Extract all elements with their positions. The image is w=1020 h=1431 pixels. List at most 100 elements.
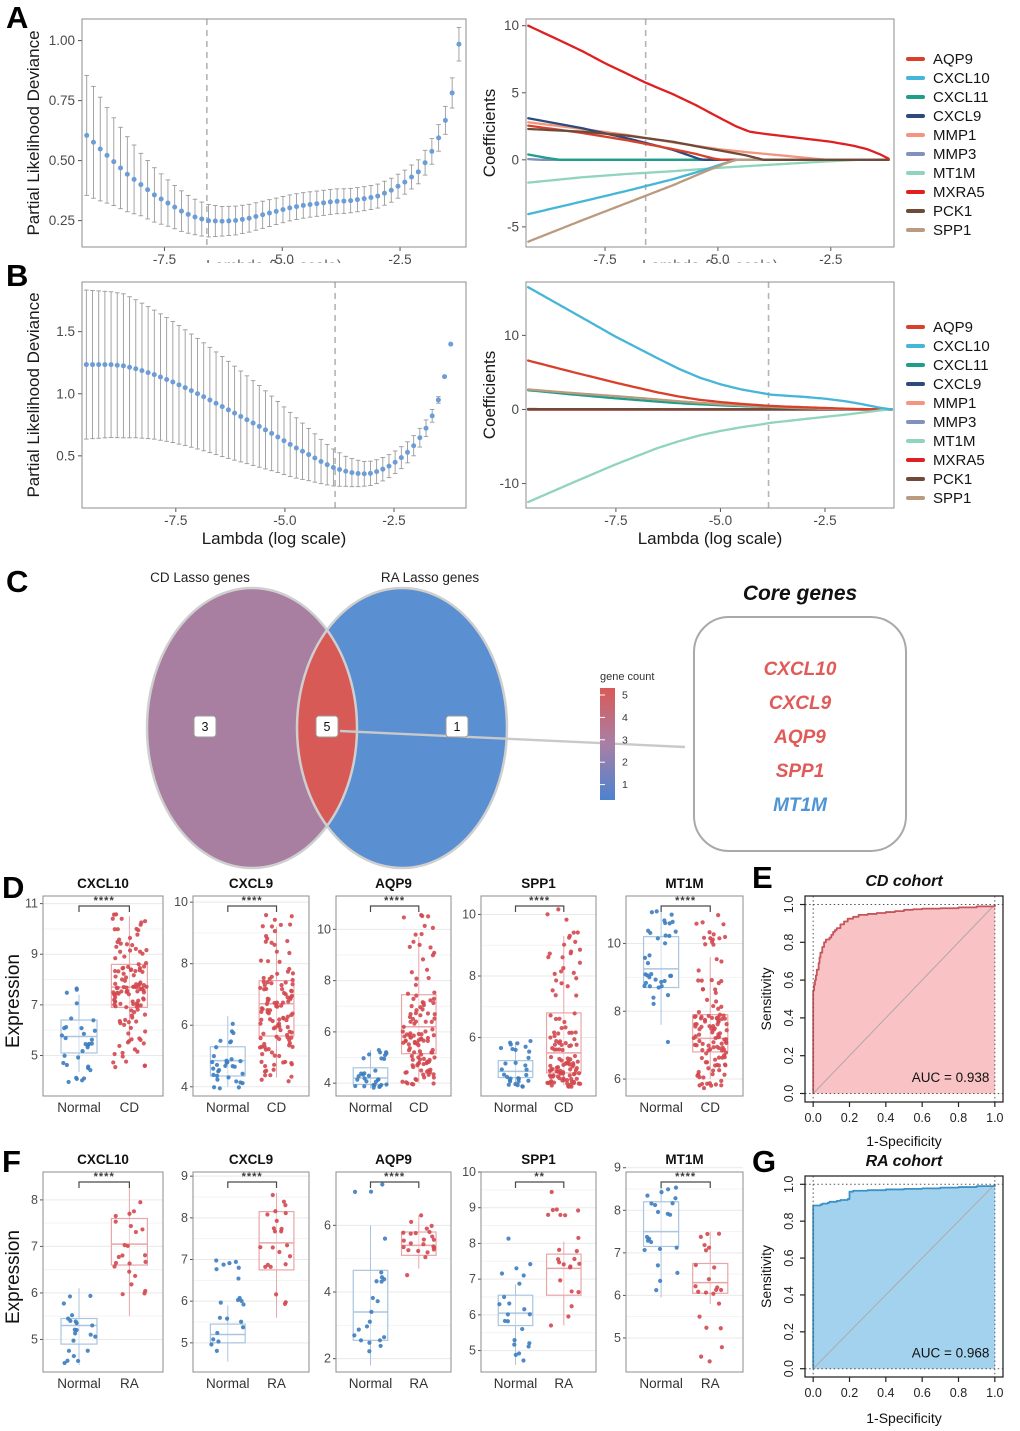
panel-label-d: D [2, 870, 25, 905]
clipped-x-axis-label-left: Lambda (log scale) [174, 259, 374, 263]
svg-text:MT1M: MT1M [665, 876, 703, 891]
svg-text:0.4: 0.4 [782, 1009, 796, 1026]
panel-label-e: E [752, 860, 773, 895]
svg-text:Normal: Normal [57, 1376, 101, 1391]
svg-text:9: 9 [31, 947, 38, 961]
svg-text:10: 10 [504, 18, 519, 33]
svg-text:Normal: Normal [639, 1100, 683, 1115]
svg-text:10: 10 [317, 922, 331, 936]
clipped-x-axis-label-right: Lambda (log scale) [610, 259, 810, 263]
legend-label: CXCL10 [933, 337, 990, 355]
svg-text:****: **** [242, 1171, 263, 1183]
legend-swatch-mmp3 [906, 420, 925, 424]
svg-text:8: 8 [614, 1004, 621, 1018]
svg-text:Normal: Normal [494, 1100, 538, 1115]
svg-text:-2.5: -2.5 [819, 252, 842, 266]
svg-text:Lambda (log scale): Lambda (log scale) [638, 529, 783, 548]
legend-item-cxcl10: CXCL10 [906, 69, 990, 87]
svg-text:1.5: 1.5 [56, 324, 75, 339]
svg-text:3: 3 [202, 720, 209, 734]
svg-text:8: 8 [181, 957, 188, 971]
svg-text:0.8: 0.8 [782, 934, 796, 951]
core-genes-title: Core genes [742, 582, 858, 605]
boxplot-mt1m-cd: Normal CD **** 6 8 10 MT1M [607, 876, 744, 1115]
svg-text:-7.5: -7.5 [164, 513, 187, 528]
svg-text:-10: -10 [499, 476, 519, 491]
legend-item-mt1m: MT1M [906, 164, 990, 182]
svg-text:-5.0: -5.0 [273, 513, 296, 528]
svg-text:AUC = 0.968: AUC = 0.968 [912, 1346, 990, 1361]
svg-text:5: 5 [31, 1332, 38, 1346]
svg-text:-5.0: -5.0 [709, 513, 732, 528]
svg-text:AUC = 0.938: AUC = 0.938 [912, 1070, 990, 1085]
svg-text:-5.0: -5.0 [271, 252, 294, 266]
svg-text:9: 9 [181, 1169, 188, 1183]
svg-text:****: **** [94, 1171, 115, 1183]
svg-text:7: 7 [614, 1246, 621, 1260]
svg-text:****: **** [529, 895, 550, 907]
legend-label: MT1M [933, 164, 976, 182]
svg-text:****: **** [384, 1171, 405, 1183]
legend-item-mt1m: MT1M [906, 432, 990, 450]
svg-text:8: 8 [31, 1193, 38, 1207]
svg-text:SPP1: SPP1 [521, 876, 556, 891]
legend-label: MMP1 [933, 126, 977, 144]
boxplot-cxcl10-ra: Normal RA **** 5 6 7 8 CXCL10 [31, 1152, 164, 1391]
svg-text:1.0: 1.0 [782, 896, 796, 913]
legend-item-mmp3: MMP3 [906, 145, 990, 163]
svg-text:0.4: 0.4 [877, 1111, 894, 1125]
svg-text:CXCL9: CXCL9 [229, 1152, 273, 1167]
svg-text:8: 8 [181, 1211, 188, 1225]
svg-text:0.2: 0.2 [782, 1323, 796, 1340]
legend-swatch-pck1 [906, 209, 925, 213]
svg-text:SPP1: SPP1 [521, 1152, 556, 1167]
svg-text:Partial Likelihood Deviance: Partial Likelihood Deviance [26, 292, 43, 497]
svg-text:0.6: 0.6 [913, 1386, 930, 1400]
svg-text:-5: -5 [507, 219, 519, 234]
svg-text:-7.5: -7.5 [604, 513, 627, 528]
svg-text:CXCL9: CXCL9 [229, 876, 273, 891]
legend-item-mmp1: MMP1 [906, 395, 990, 412]
svg-text:RA: RA [409, 1376, 428, 1391]
svg-text:-7.5: -7.5 [153, 252, 176, 266]
svg-text:Sensitivity: Sensitivity [758, 1245, 774, 1308]
legend-label: PCK1 [933, 470, 973, 488]
legend-label: CXCL11 [933, 356, 989, 374]
svg-text:Coefficients: Coefficients [482, 351, 499, 440]
legend-item-mxra5: MXRA5 [906, 452, 990, 469]
svg-text:4: 4 [324, 1076, 331, 1090]
boxplot-cxcl9-ra: Normal RA **** 5 6 7 8 9 CXCL9 [181, 1152, 310, 1391]
svg-text:0.0: 0.0 [782, 1360, 796, 1377]
svg-text:AQP9: AQP9 [375, 1152, 412, 1167]
legend-label: AQP9 [933, 50, 974, 68]
svg-text:1.0: 1.0 [986, 1111, 1003, 1125]
legend-label: SPP1 [933, 489, 972, 507]
svg-text:CD Lasso genes: CD Lasso genes [150, 570, 250, 585]
svg-text:CXCL10: CXCL10 [77, 1152, 129, 1167]
svg-text:****: **** [94, 895, 115, 907]
legend-swatch-aqp9 [906, 325, 925, 329]
svg-text:CD: CD [700, 1100, 720, 1115]
svg-text:6: 6 [614, 1072, 621, 1086]
legend-label: CXCL10 [933, 69, 990, 87]
svg-text:****: **** [384, 895, 405, 907]
svg-text:6: 6 [469, 1308, 476, 1322]
boxplot-cxcl10-cd: Normal CD **** 5 7 9 11 CXCL10 [25, 876, 164, 1115]
svg-text:10: 10 [174, 895, 188, 909]
legend-swatch-cxcl11 [906, 363, 925, 367]
legend-label: MT1M [933, 432, 976, 450]
svg-text:Partial Likelihood Deviance: Partial Likelihood Deviance [26, 30, 43, 235]
svg-text:7: 7 [181, 1253, 188, 1267]
svg-text:-2.5: -2.5 [813, 513, 836, 528]
gene-legend-cd: AQP9 CXCL10 CXCL11 CXCL9 MMP1 MMP3 MT1M MXRA5 PC… [906, 50, 990, 239]
svg-text:****: **** [242, 895, 263, 907]
legend-swatch-cxcl9 [906, 382, 925, 386]
svg-text:MT1M: MT1M [665, 1152, 703, 1167]
svg-text:Normal: Normal [349, 1100, 393, 1115]
svg-text:1.0: 1.0 [56, 386, 75, 401]
legend-label: MMP3 [933, 145, 977, 163]
legend-item-spp1: SPP1 [906, 489, 990, 507]
legend-swatch-aqp9 [906, 57, 925, 61]
svg-text:4: 4 [324, 1285, 331, 1299]
svg-text:0.0: 0.0 [782, 1085, 796, 1102]
